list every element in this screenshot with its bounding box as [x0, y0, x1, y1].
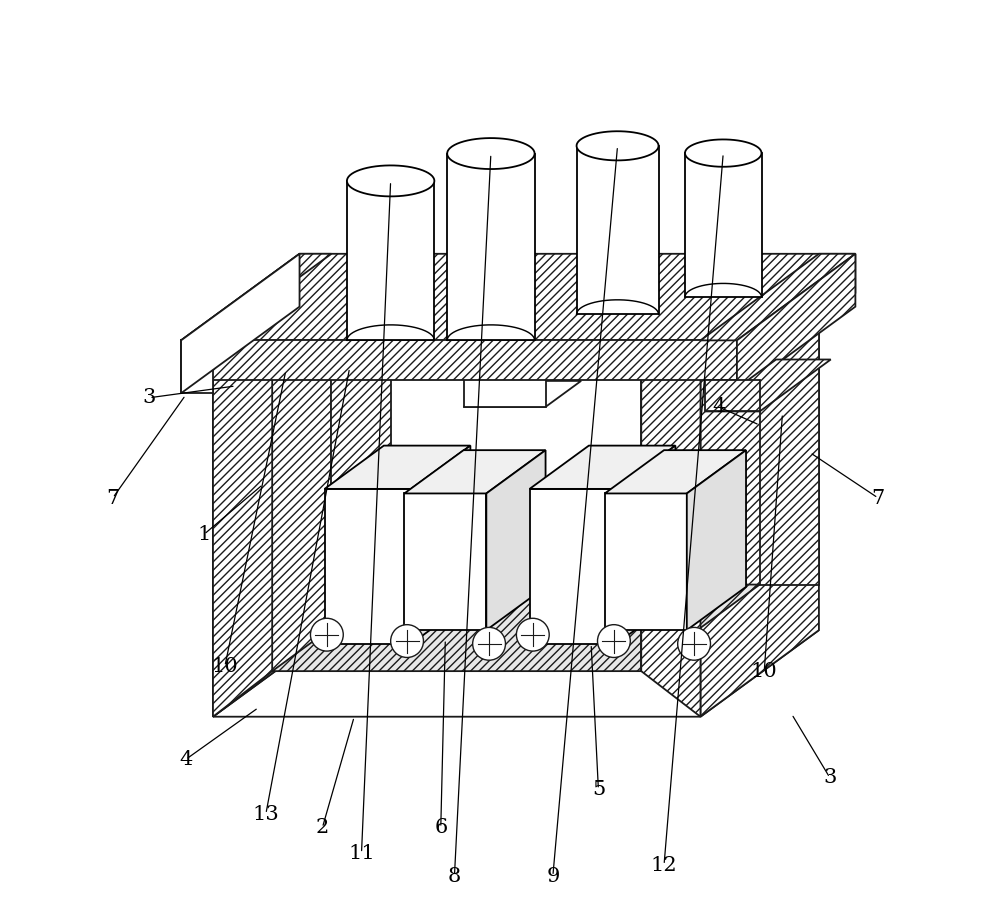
Polygon shape — [605, 451, 746, 494]
Text: 12: 12 — [651, 856, 677, 875]
Polygon shape — [325, 489, 411, 643]
Polygon shape — [685, 154, 762, 297]
Polygon shape — [486, 451, 546, 630]
Text: 7: 7 — [872, 488, 885, 507]
Circle shape — [598, 624, 630, 657]
Polygon shape — [213, 289, 391, 375]
Polygon shape — [530, 489, 616, 643]
Polygon shape — [181, 340, 737, 379]
Polygon shape — [404, 494, 486, 630]
Circle shape — [310, 618, 343, 651]
Polygon shape — [325, 446, 470, 489]
Circle shape — [473, 627, 505, 660]
Polygon shape — [213, 630, 819, 717]
Polygon shape — [577, 146, 659, 314]
Polygon shape — [347, 165, 434, 197]
Polygon shape — [181, 340, 213, 393]
Polygon shape — [464, 381, 581, 407]
Polygon shape — [411, 446, 470, 643]
Polygon shape — [447, 154, 535, 340]
Polygon shape — [641, 375, 700, 671]
Text: 1: 1 — [197, 525, 211, 544]
Text: 7: 7 — [106, 488, 119, 507]
Polygon shape — [272, 585, 760, 671]
Polygon shape — [181, 254, 855, 340]
Polygon shape — [687, 451, 746, 630]
Polygon shape — [577, 132, 659, 160]
Polygon shape — [641, 375, 700, 717]
Polygon shape — [213, 289, 331, 717]
Polygon shape — [737, 254, 855, 379]
Circle shape — [678, 627, 710, 660]
Polygon shape — [213, 375, 272, 717]
Polygon shape — [760, 289, 819, 585]
Polygon shape — [181, 254, 331, 340]
Polygon shape — [705, 379, 760, 411]
Polygon shape — [530, 446, 675, 489]
Text: 5: 5 — [592, 780, 605, 799]
Polygon shape — [447, 138, 535, 169]
Polygon shape — [404, 451, 546, 494]
Polygon shape — [213, 289, 819, 375]
Text: 2: 2 — [316, 818, 329, 837]
Text: 4: 4 — [712, 398, 725, 417]
Polygon shape — [213, 375, 272, 671]
Text: 3: 3 — [142, 388, 156, 408]
Text: 4: 4 — [179, 750, 192, 769]
Text: 10: 10 — [211, 657, 238, 676]
Circle shape — [391, 624, 423, 657]
Polygon shape — [700, 254, 855, 340]
Text: 13: 13 — [252, 804, 279, 824]
Text: 9: 9 — [546, 866, 560, 886]
Polygon shape — [685, 140, 762, 166]
Polygon shape — [605, 494, 687, 630]
Polygon shape — [737, 254, 855, 393]
Polygon shape — [700, 289, 819, 717]
Circle shape — [516, 618, 549, 651]
Polygon shape — [347, 181, 434, 340]
Polygon shape — [181, 254, 300, 393]
Polygon shape — [616, 446, 675, 643]
Text: 8: 8 — [448, 866, 461, 886]
Text: 11: 11 — [348, 844, 375, 863]
Text: 10: 10 — [751, 662, 778, 681]
Polygon shape — [705, 359, 831, 411]
Polygon shape — [331, 289, 391, 585]
Text: 6: 6 — [434, 818, 447, 837]
Text: 3: 3 — [823, 769, 837, 787]
Polygon shape — [464, 375, 546, 407]
Polygon shape — [641, 289, 819, 375]
